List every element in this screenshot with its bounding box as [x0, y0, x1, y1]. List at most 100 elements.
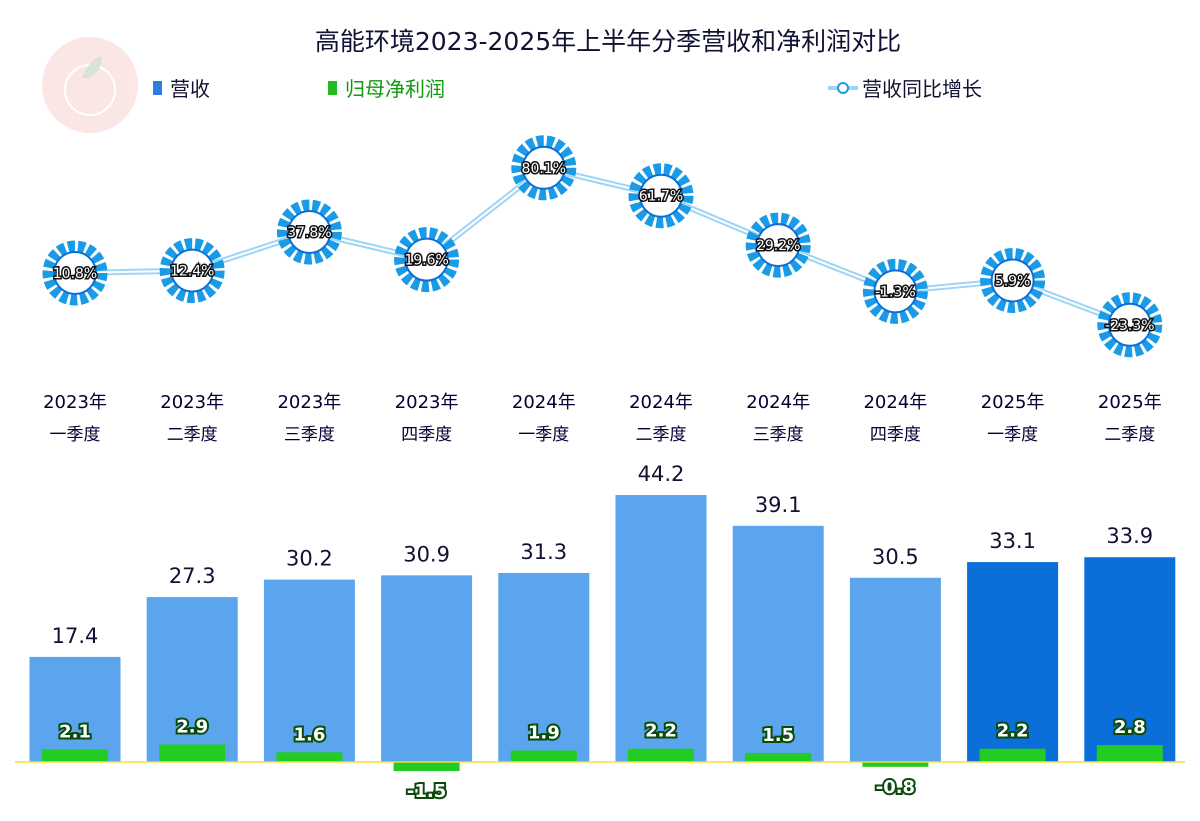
revenue-value-label: 44.2: [638, 462, 685, 486]
revenue-bar: [967, 562, 1059, 762]
growth-marker: [159, 238, 225, 304]
category-label-quarter: 二季度: [636, 425, 687, 445]
revenue-value-label: 27.3: [169, 564, 216, 588]
growth-marker-center: [287, 210, 332, 255]
revenue-value-label: 31.3: [520, 540, 567, 564]
growth-marker: [628, 163, 694, 229]
revenue-bar: [146, 597, 238, 762]
revenue-bar: [381, 575, 473, 762]
growth-line: [74, 164, 1131, 328]
growth-marker-center: [404, 237, 449, 282]
revenue-bar: [263, 579, 355, 762]
profit-bar: [1096, 745, 1163, 762]
growth-marker: [394, 227, 460, 293]
chart-title: 高能环境2023-2025年上半年分季营收和净利润对比: [315, 27, 901, 56]
profit-bar: [393, 762, 460, 772]
category-label-quarter: 四季度: [870, 425, 921, 445]
growth-marker: [511, 135, 577, 201]
growth-value-label: 61.7%: [639, 189, 683, 205]
legend-swatch-profit: [328, 81, 337, 95]
growth-value-label: 10.8%: [53, 266, 97, 282]
growth-marker-center: [1107, 302, 1152, 347]
growth-marker: [980, 247, 1046, 313]
profit-value-label: 2.1: [59, 721, 91, 742]
logo-watermark: [42, 37, 138, 133]
category-label-year: 2024年: [629, 392, 693, 413]
revenue-bar: [732, 525, 824, 762]
growth-marker-center: [53, 251, 97, 296]
growth-marker: [1097, 292, 1163, 358]
growth-value-label: 37.8%: [287, 225, 331, 241]
legend-label-profit: 归母净利润: [345, 77, 445, 101]
category-label-year: 2025年: [1098, 392, 1162, 413]
category-label-quarter: 二季度: [1104, 425, 1155, 445]
growth-value-label: 80.1%: [522, 161, 566, 177]
growth-line-inner: [74, 166, 1131, 326]
profit-value-label: 1.6: [293, 724, 325, 745]
category-label-year: 2023年: [395, 392, 459, 413]
legend: 营收 归母净利润 营收同比增长: [153, 77, 982, 101]
category-label-year: 2024年: [863, 392, 927, 413]
growth-marker: [42, 240, 108, 306]
category-label-quarter: 一季度: [518, 425, 569, 445]
revenue-bar: [498, 572, 590, 762]
growth-value-label: 5.9%: [995, 273, 1031, 289]
revenue-value-label: 39.1: [755, 493, 802, 517]
profit-bar: [510, 750, 577, 762]
growth-value-label: -23.3%: [1105, 318, 1155, 334]
growth-value-label: 29.2%: [756, 238, 800, 254]
profit-bar: [276, 752, 343, 762]
category-label-year: 2024年: [746, 392, 810, 413]
revenue-value-label: 30.9: [403, 542, 450, 566]
category-label-quarter: 二季度: [167, 425, 218, 445]
growth-marker-center: [756, 223, 801, 268]
growth-marker-center: [873, 269, 918, 314]
revenue-value-label: 17.4: [52, 624, 99, 648]
growth-value-label: 12.4%: [170, 264, 214, 280]
category-label-year: 2023年: [160, 392, 224, 413]
growth-value-label: 19.6%: [404, 253, 448, 269]
revenue-bar: [1084, 557, 1176, 762]
legend-marker-growth: [837, 82, 849, 94]
growth-marker-center: [521, 145, 566, 190]
revenue-bar: [849, 577, 941, 762]
growth-value-label: -1.3%: [875, 284, 916, 300]
profit-value-label: 1.9: [528, 723, 560, 744]
growth-marker-center: [170, 248, 215, 293]
profit-bar: [979, 748, 1046, 762]
revenue-value-label: 33.9: [1106, 524, 1153, 548]
profit-bar: [42, 749, 108, 762]
category-label-year: 2023年: [43, 392, 107, 413]
profit-bar: [159, 744, 226, 762]
category-label-year: 2024年: [512, 392, 576, 413]
category-label-quarter: 一季度: [50, 425, 101, 445]
category-label-quarter: 一季度: [987, 425, 1038, 445]
profit-bar: [628, 748, 694, 762]
growth-marker: [276, 199, 342, 265]
profit-value-label: -1.5: [407, 781, 446, 802]
profit-value-label: 2.9: [176, 716, 208, 737]
revenue-value-label: 30.5: [872, 545, 919, 569]
legend-swatch-revenue: [153, 81, 162, 95]
profit-value-label: 2.2: [997, 721, 1029, 742]
growth-marker-center: [639, 173, 683, 218]
revenue-value-label: 33.1: [989, 529, 1036, 553]
category-label-quarter: 三季度: [284, 425, 335, 445]
category-label-year: 2025年: [981, 392, 1045, 413]
profit-bar: [745, 752, 812, 762]
revenue-bar: [615, 495, 707, 762]
category-label-quarter: 三季度: [753, 425, 804, 445]
growth-marker-center: [990, 258, 1035, 303]
profit-bar: [862, 762, 929, 767]
revenue-value-label: 30.2: [286, 547, 333, 571]
profit-value-label: -0.8: [876, 777, 915, 798]
profit-value-label: 1.5: [762, 725, 794, 746]
profit-value-label: 2.2: [645, 721, 677, 742]
revenue-bar: [29, 656, 121, 762]
legend-label-growth: 营收同比增长: [862, 77, 982, 101]
category-label-quarter: 四季度: [401, 425, 452, 445]
category-label-year: 2023年: [277, 392, 341, 413]
growth-marker: [862, 258, 928, 324]
growth-marker: [745, 212, 811, 278]
